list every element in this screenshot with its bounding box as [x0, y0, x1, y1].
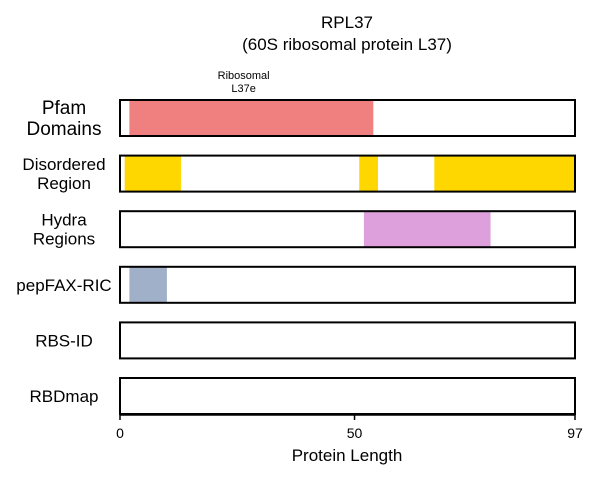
- track-border: [119, 210, 576, 249]
- track-label: pepFAX-RIC: [16, 276, 111, 295]
- track-label: RBDmap: [30, 387, 99, 406]
- track-label: Regions: [33, 230, 95, 249]
- chart-subtitle: (60S ribosomal protein L37): [242, 35, 452, 54]
- feature-segment: [129, 266, 167, 303]
- track-3: pepFAX-RIC: [16, 265, 576, 304]
- chart-title: RPL37: [321, 13, 373, 32]
- segment-annotation: L37e: [231, 83, 255, 95]
- feature-segment: [363, 211, 491, 248]
- track-background: [120, 378, 575, 414]
- feature-segment: [124, 155, 181, 192]
- track-label: Pfam: [42, 98, 86, 119]
- x-tick-label: 0: [116, 425, 124, 441]
- track-5: RBDmap: [30, 377, 576, 415]
- x-axis-label: Protein Length: [292, 446, 403, 465]
- track-label: RBS-ID: [35, 331, 93, 350]
- track-background: [120, 211, 575, 248]
- track-label: Region: [37, 174, 91, 193]
- track-label: Domains: [27, 119, 102, 140]
- track-label: Disordered: [22, 155, 105, 174]
- track-label: Hydra: [41, 211, 87, 230]
- segment-annotation: Ribosomal: [218, 70, 270, 82]
- x-tick-label: 97: [567, 425, 583, 441]
- x-tick-label: 50: [347, 425, 363, 441]
- feature-segment: [129, 100, 374, 136]
- track-border: [119, 99, 576, 137]
- track-4: RBS-ID: [35, 321, 576, 360]
- track-background: [120, 266, 575, 303]
- track-border: [119, 265, 576, 304]
- track-border: [119, 377, 576, 415]
- track-background: [120, 322, 575, 359]
- feature-segment: [359, 155, 378, 192]
- feature-segment: [434, 155, 575, 192]
- x-axis: 0 50 97: [116, 414, 583, 441]
- track-border: [119, 321, 576, 360]
- track-border: [119, 154, 576, 193]
- tracks-group: RibosomalL37ePfamDomainsDisorderedRegion…: [16, 70, 576, 415]
